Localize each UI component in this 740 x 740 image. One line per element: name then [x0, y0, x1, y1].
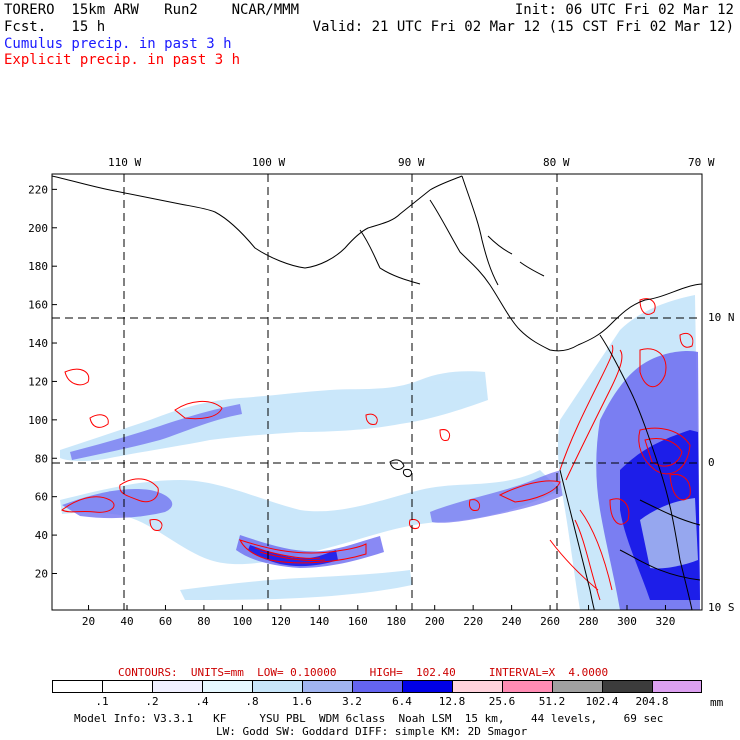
explicit-precip-contours — [61, 298, 694, 601]
cumulus-precip-label: Cumulus precip. in past 3 h — [4, 36, 232, 52]
legend-swatch — [652, 680, 702, 693]
lon-label-90w: 90 W — [398, 156, 425, 169]
legend-swatch — [452, 680, 502, 693]
y-tick-label: 20 — [35, 568, 48, 581]
y-tick-label: 140 — [28, 337, 48, 350]
x-tick-label: 40 — [120, 615, 133, 628]
legend-swatch — [202, 680, 252, 693]
legend-unit: mm — [710, 696, 724, 709]
lat-label-10n: 10 N — [708, 311, 735, 324]
lat-label-10s: 10 S — [708, 601, 735, 614]
x-tick-label: 80 — [197, 615, 210, 628]
legend-swatch — [552, 680, 602, 693]
legend-label: .1 — [95, 695, 109, 708]
y-tick-label: 40 — [35, 529, 48, 542]
y-tick-label: 200 — [28, 222, 48, 235]
legend-label: 3.2 — [342, 695, 362, 708]
legend-label: .4 — [195, 695, 209, 708]
axis-ticks — [52, 188, 666, 610]
legend-swatch — [502, 680, 552, 693]
y-tick-label: 100 — [28, 414, 48, 427]
coastlines — [52, 175, 702, 610]
legend-swatch — [402, 680, 452, 693]
physics-info: LW: Godd SW: Goddard DIFF: simple KM: 2D… — [216, 725, 528, 738]
contours-info: CONTOURS: UNITS=mm LOW= 0.10000 HIGH= 10… — [118, 666, 609, 679]
y-tick-label: 80 — [35, 452, 48, 465]
x-tick-label: 60 — [159, 615, 172, 628]
y-tick-label: 60 — [35, 491, 48, 504]
legend-label: 1.6 — [292, 695, 312, 708]
legend-label: .2 — [145, 695, 159, 708]
lon-label-70w: 70 W — [688, 156, 715, 169]
legend-swatch — [602, 680, 652, 693]
legend-frame — [52, 680, 702, 693]
x-tick-label: 100 — [232, 615, 252, 628]
legend-label: 6.4 — [392, 695, 412, 708]
x-tick-label: 260 — [540, 615, 560, 628]
x-tick-label: 160 — [348, 615, 368, 628]
legend-swatch — [152, 680, 202, 693]
legend-swatch — [352, 680, 402, 693]
legend-swatch — [302, 680, 352, 693]
init-time: Init: 06 UTC Fri 02 Mar 12 — [514, 2, 734, 18]
legend-label: 51.2 — [538, 695, 566, 708]
x-tick-label: 20 — [82, 615, 95, 628]
x-tick-label: 120 — [271, 615, 291, 628]
legend-label: 102.4 — [585, 695, 619, 708]
forecast-hour: Fcst. 15 h — [4, 19, 106, 35]
x-tick-label: 200 — [425, 615, 445, 628]
lon-label-100w: 100 W — [252, 156, 286, 169]
legend-label: 12.8 — [438, 695, 466, 708]
latlon-grid — [52, 174, 702, 610]
model-run-title: TORERO 15km ARW Run2 NCAR/MMM — [4, 2, 300, 18]
legend-label: 204.8 — [635, 695, 669, 708]
lon-label-110w: 110 W — [108, 156, 142, 169]
legend-label: 25.6 — [488, 695, 516, 708]
x-tick-label: 180 — [386, 615, 406, 628]
x-tick-label: 220 — [463, 615, 483, 628]
map-frame — [51, 173, 703, 611]
cumulus-precip-shading — [60, 295, 700, 610]
legend-label: .8 — [245, 695, 259, 708]
y-tick-label: 160 — [28, 299, 48, 312]
lat-label-0: 0 — [708, 456, 715, 469]
lon-label-80w: 80 W — [543, 156, 570, 169]
model-info: Model Info: V3.3.1 KF YSU PBL WDM 6class… — [74, 712, 664, 725]
legend-swatch — [252, 680, 302, 693]
explicit-precip-label: Explicit precip. in past 3 h — [4, 52, 241, 68]
x-tick-label: 280 — [579, 615, 599, 628]
y-tick-label: 180 — [28, 260, 48, 273]
valid-time: Valid: 21 UTC Fri 02 Mar 12 (15 CST Fri … — [312, 19, 734, 35]
x-tick-label: 320 — [656, 615, 676, 628]
legend-swatch — [102, 680, 152, 693]
x-tick-label: 140 — [309, 615, 329, 628]
y-tick-label: 220 — [28, 183, 48, 196]
x-tick-label: 300 — [617, 615, 637, 628]
x-tick-label: 240 — [502, 615, 522, 628]
y-tick-label: 120 — [28, 375, 48, 388]
